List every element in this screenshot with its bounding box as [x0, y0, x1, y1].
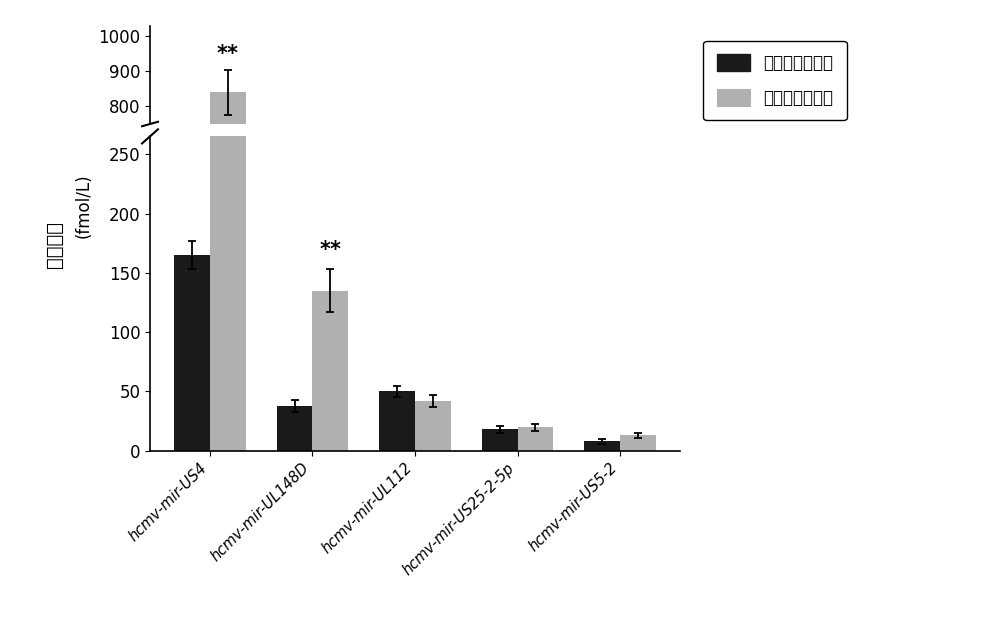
Bar	[518, 427, 553, 451]
Bar	[174, 255, 210, 451]
Bar	[518, 380, 553, 387]
Bar	[210, 0, 246, 451]
Bar	[174, 329, 210, 387]
Bar	[584, 441, 620, 451]
Bar	[584, 384, 620, 387]
Bar	[379, 392, 415, 451]
Bar	[277, 406, 312, 451]
Bar	[415, 401, 451, 451]
Bar	[277, 374, 312, 387]
Bar	[620, 435, 656, 451]
Text: (fmol/L): (fmol/L)	[75, 174, 93, 238]
Bar	[210, 93, 246, 387]
Bar	[620, 383, 656, 387]
Legend: 干扰素治疗有效, 干扰素治疗无效: 干扰素治疗有效, 干扰素治疗无效	[703, 41, 847, 120]
Text: **: **	[319, 240, 341, 260]
Bar	[482, 430, 518, 451]
Bar	[379, 370, 415, 387]
Text: **: **	[217, 44, 239, 64]
Text: 绝对含量: 绝对含量	[45, 222, 64, 268]
Bar	[415, 372, 451, 387]
Bar	[312, 340, 348, 387]
Bar	[482, 381, 518, 387]
Bar	[312, 290, 348, 451]
